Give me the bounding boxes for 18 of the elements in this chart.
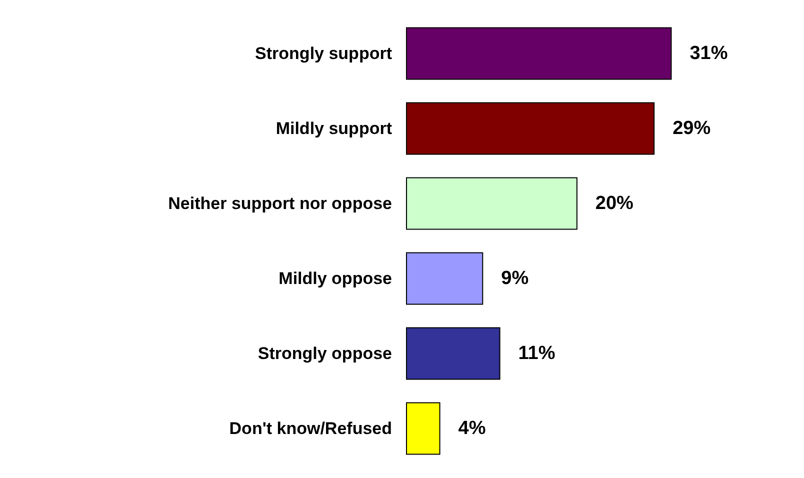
data-label: 31%	[690, 43, 728, 64]
bar	[406, 177, 578, 230]
bar	[406, 102, 655, 155]
data-label: 29%	[672, 118, 711, 139]
y-tick-label: Mildly support	[276, 119, 392, 138]
y-tick-label: Strongly support	[255, 44, 392, 63]
y-tick-label: Mildly oppose	[278, 269, 392, 288]
bar	[406, 27, 672, 80]
bar	[406, 252, 484, 305]
bar	[406, 402, 440, 455]
y-tick-label: Neither support nor oppose	[168, 194, 392, 213]
y-tick-label: Strongly oppose	[258, 344, 392, 363]
bar	[406, 327, 500, 380]
data-label: 20%	[595, 193, 634, 214]
data-label: 4%	[458, 418, 486, 439]
data-label: 11%	[518, 343, 556, 364]
y-tick-label: Don't know/Refused	[229, 419, 392, 438]
data-label: 9%	[501, 268, 529, 289]
